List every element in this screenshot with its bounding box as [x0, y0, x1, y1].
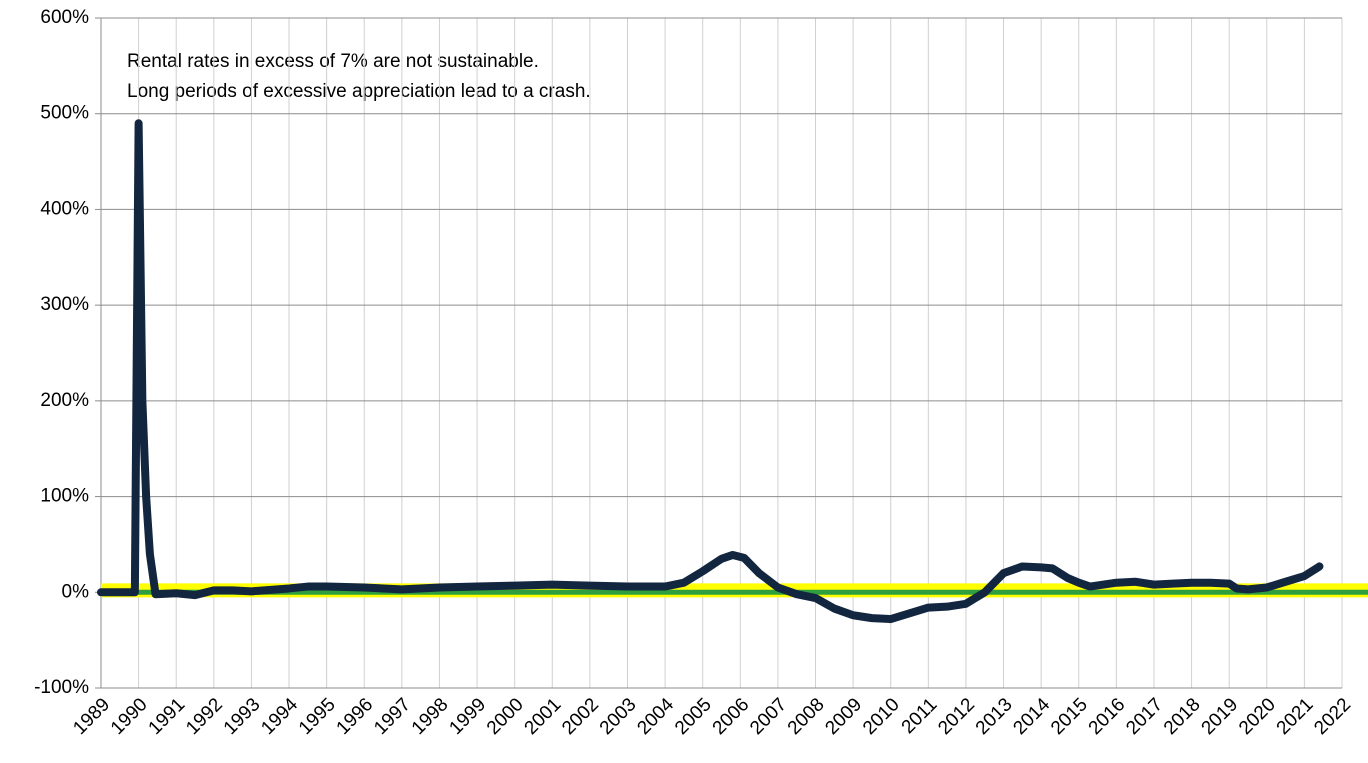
x-tick-label: 2019: [1198, 694, 1243, 739]
y-tick-label: 400%: [40, 198, 89, 219]
y-tick-label: 500%: [40, 103, 89, 124]
x-tick-label: 1991: [145, 694, 190, 739]
y-tick-label: -100%: [34, 677, 89, 698]
x-tick-label: 2002: [558, 694, 603, 739]
grid: [100, 17, 1343, 689]
x-tick-label: 1995: [295, 694, 340, 739]
x-tick-label: 1998: [408, 694, 453, 739]
x-tick-label: 2011: [898, 694, 942, 738]
x-tick-label: 2008: [784, 694, 829, 739]
x-tick-label: 1993: [220, 694, 265, 739]
x-tick-label: 2016: [1085, 694, 1130, 739]
annotation: Long periods of excessive appreciation l…: [127, 81, 591, 102]
y-tick-label: 600%: [40, 7, 89, 28]
x-tick-label: 2012: [934, 694, 979, 739]
x-tick-label: 1999: [445, 694, 490, 739]
y-tick-label: 0%: [62, 581, 90, 602]
y-tick-label: 200%: [40, 390, 89, 411]
series-line: [97, 119, 1324, 624]
y-tick-label: 100%: [40, 486, 89, 507]
x-tick-label: 2017: [1122, 694, 1167, 739]
x-tick-label: 2015: [1047, 694, 1092, 739]
x-tick-label: 2013: [972, 694, 1017, 739]
x-tick-label: 1990: [107, 694, 152, 739]
x-tick-label: 2001: [521, 694, 566, 739]
x-tick-label: 2014: [1009, 694, 1054, 739]
x-tick-label: 2018: [1160, 694, 1205, 739]
x-tick-label: 2021: [1273, 694, 1318, 739]
x-tick-label: 1992: [182, 694, 227, 739]
x-tick-label: 2006: [709, 694, 754, 739]
x-tick-label: 2022: [1310, 694, 1355, 739]
x-tick-label: 2020: [1235, 694, 1280, 739]
x-tick-label: 1994: [257, 694, 302, 739]
x-tick-label: 1996: [333, 694, 378, 739]
x-tick-label: 2004: [633, 694, 678, 739]
x-tick-label: 2003: [596, 694, 641, 739]
x-tick-label: 2009: [821, 694, 866, 739]
annotation: Rental rates in excess of 7% are not sus…: [127, 51, 539, 72]
x-tick-label: 1997: [370, 694, 415, 739]
x-tick-label: 2000: [483, 694, 528, 739]
x-tick-label: 2007: [746, 694, 791, 739]
x-tick-label: 2010: [859, 694, 904, 739]
y-tick-label: 300%: [40, 294, 89, 315]
x-tick-label: 1989: [69, 694, 114, 739]
x-tick-label: 2005: [671, 694, 716, 739]
